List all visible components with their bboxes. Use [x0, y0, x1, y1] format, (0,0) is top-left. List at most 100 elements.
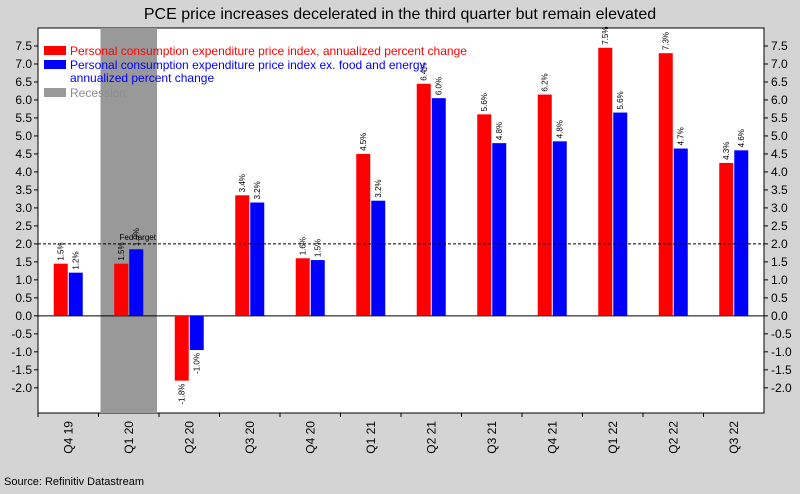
chart-title: PCE price increases decelerated in the t… [143, 6, 657, 23]
bar-series-2 [673, 148, 688, 316]
y-tick-label-left: -1.5 [11, 363, 32, 377]
bar-series-2 [613, 112, 628, 316]
y-tick-label-left: 6.0 [15, 93, 32, 107]
y-tick-label-right: 5.0 [771, 129, 788, 143]
x-tick-label: Q2 21 [424, 421, 438, 454]
x-tick-label: Q3 21 [485, 421, 499, 454]
data-label: 7.5% [601, 27, 610, 45]
y-tick-label-right: 7.0 [771, 57, 788, 71]
bar-series-2 [734, 150, 749, 316]
y-tick-label-right: 7.5 [771, 39, 788, 53]
y-tick-label-right: 6.0 [771, 93, 788, 107]
x-tick-label: Q4 19 [61, 421, 75, 454]
data-label: 4.6% [737, 129, 746, 147]
bar-series-1 [719, 162, 734, 316]
y-tick-label-right: 1.5 [771, 255, 788, 269]
y-tick-label-left: 0.5 [15, 291, 32, 305]
data-label: 1.5% [117, 242, 126, 260]
source-note: Source: Refinitiv Datastream [4, 476, 144, 488]
data-label: 3.4% [238, 174, 247, 192]
legend-swatch-series-2 [44, 60, 66, 69]
recession-band [100, 28, 157, 413]
y-tick-label-left: 3.0 [15, 201, 32, 215]
data-label: 5.6% [616, 91, 625, 109]
bar-series-1 [295, 258, 310, 316]
y-tick-label-left: 1.5 [15, 255, 32, 269]
y-tick-label-right: 0.0 [771, 309, 788, 323]
y-tick-label-left: 2.5 [15, 219, 32, 233]
y-tick-label-left: 7.5 [15, 39, 32, 53]
fed-target-label: Fed target [120, 233, 157, 242]
legend-label-series-1: Personal consumption expenditure price i… [70, 44, 467, 58]
bar-series-1 [416, 83, 431, 316]
x-tick-label: Q3 20 [243, 421, 257, 454]
data-label: -1.0% [193, 353, 202, 374]
y-tick-label-right: 2.0 [771, 237, 788, 251]
data-label: 1.6% [299, 237, 308, 255]
bar-series-1 [598, 47, 613, 316]
y-tick-label-right: 4.5 [771, 147, 788, 161]
data-label: 1.2% [72, 251, 81, 269]
y-tick-label-right: -0.5 [771, 327, 792, 341]
x-tick-label: Q2 20 [182, 421, 196, 454]
bar-series-1 [537, 94, 552, 316]
legend-swatch-recession [44, 88, 66, 97]
plot-area [37, 27, 765, 414]
bar-series-1 [174, 315, 189, 381]
y-tick-label-left: 5.5 [15, 111, 32, 125]
bar-series-2 [431, 98, 446, 316]
bar-series-1 [356, 153, 371, 316]
data-label: 3.2% [253, 181, 262, 199]
x-tick-label: Q3 22 [727, 421, 741, 454]
y-tick-label-right: 0.5 [771, 291, 788, 305]
y-tick-label-right: 4.0 [771, 165, 788, 179]
y-tick-label-left: 5.0 [15, 129, 32, 143]
y-tick-label-left: 0.0 [15, 309, 32, 323]
legend-swatch-series-1 [44, 46, 66, 55]
bar-series-1 [477, 114, 492, 316]
x-tick-label: Q1 22 [606, 421, 620, 454]
data-label: 4.7% [677, 127, 686, 145]
data-label: 1.5% [57, 242, 66, 260]
x-tick-label: Q2 22 [666, 421, 680, 454]
bar-series-2 [310, 260, 325, 316]
bar-series-1 [658, 53, 673, 316]
y-tick-label-right: -2.0 [771, 381, 792, 395]
y-tick-label-left: 3.5 [15, 183, 32, 197]
y-tick-label-left: 2.0 [15, 237, 32, 251]
y-tick-label-left: 6.5 [15, 75, 32, 89]
bar-series-1 [235, 195, 250, 316]
data-label: 4.3% [722, 142, 731, 160]
x-tick-label: Q1 20 [122, 421, 136, 454]
data-label: 6.0% [435, 77, 444, 95]
legend-label-recession: Recession [70, 86, 126, 100]
y-tick-label-left: -1.0 [11, 345, 32, 359]
data-label: -1.8% [178, 384, 187, 405]
y-tick-label-right: -1.0 [771, 345, 792, 359]
y-tick-label-left: 4.0 [15, 165, 32, 179]
bar-series-2 [492, 143, 507, 316]
y-tick-label-right: -1.5 [771, 363, 792, 377]
data-label: 1.9% [132, 228, 141, 246]
data-label: 4.8% [495, 122, 504, 140]
y-tick-label-right: 5.5 [771, 111, 788, 125]
bar-series-2 [552, 141, 567, 316]
x-tick-label: Q4 21 [545, 421, 559, 454]
data-label: 1.5% [314, 239, 323, 257]
y-tick-label-left: 1.0 [15, 273, 32, 287]
x-tick-label: Q4 20 [303, 421, 317, 454]
x-tick-label: Q1 21 [364, 421, 378, 454]
y-tick-label-right: 6.5 [771, 75, 788, 89]
data-label: 6.4% [420, 63, 429, 81]
y-tick-label-right: 2.5 [771, 219, 788, 233]
data-label: 7.3% [662, 32, 671, 50]
bar-series-2 [129, 249, 144, 316]
data-label: 4.5% [359, 133, 368, 151]
data-label: 5.6% [480, 93, 489, 111]
bar-series-1 [114, 263, 129, 316]
legend-label-series-2: Personal consumption expenditure price i… [70, 58, 428, 85]
y-tick-label-left: -2.0 [11, 381, 32, 395]
y-tick-label-right: 1.0 [771, 273, 788, 287]
